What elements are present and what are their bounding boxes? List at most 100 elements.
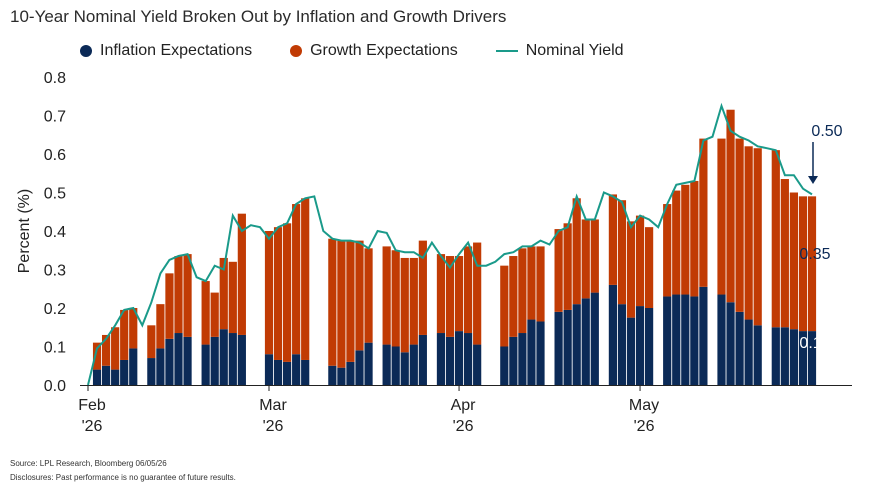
- legend-label-growth: Growth Expectations: [310, 42, 458, 59]
- legend-item-nominal: Nominal Yield: [495, 42, 624, 60]
- bar-inflation: [635, 306, 645, 385]
- bar-inflation: [509, 336, 518, 385]
- bar-inflation: [645, 308, 654, 385]
- bar-growth: [509, 256, 518, 337]
- bar-inflation: [617, 304, 627, 385]
- bar-inflation: [165, 338, 174, 385]
- bar-growth: [228, 261, 237, 334]
- bar-growth: [753, 148, 762, 326]
- y-tick-label: 0.3: [44, 263, 66, 280]
- bar-inflation: [672, 294, 681, 385]
- bar-growth: [445, 256, 455, 337]
- bar-inflation: [500, 346, 509, 385]
- bar-inflation: [102, 365, 111, 385]
- bar-growth: [771, 150, 780, 328]
- x-tick-label: Mar: [259, 397, 287, 414]
- bar-growth: [690, 180, 699, 297]
- chart-legend: Inflation Expectations Growth Expectatio…: [80, 42, 662, 60]
- bar-growth: [210, 292, 219, 337]
- legend-label-inflation: Inflation Expectations: [100, 42, 253, 59]
- source-note: Source: LPL Research, Bloomberg 06/05/26: [10, 459, 167, 468]
- bar-inflation: [717, 294, 726, 385]
- bar-inflation: [445, 336, 455, 385]
- legend-label-nominal: Nominal Yield: [525, 42, 624, 59]
- y-axis-label: Percent (%): [16, 189, 33, 273]
- bar-inflation: [581, 298, 590, 385]
- x-tick-label: Apr: [451, 397, 477, 414]
- bar-growth: [744, 146, 753, 320]
- bar-inflation: [355, 350, 364, 385]
- bar-growth: [92, 342, 102, 370]
- bar-growth: [111, 327, 120, 370]
- x-tick-label: '26: [453, 418, 474, 435]
- bar-inflation: [382, 344, 391, 385]
- bar-inflation: [292, 354, 301, 385]
- bar-growth: [572, 198, 581, 305]
- bar-inflation: [780, 327, 789, 385]
- bar-growth: [355, 240, 364, 351]
- bar-inflation: [590, 292, 599, 385]
- bar-growth: [436, 254, 446, 334]
- bar-growth: [400, 257, 409, 353]
- bar-inflation: [409, 344, 418, 385]
- bar-growth: [165, 273, 174, 339]
- legend-swatch-inflation: [80, 45, 92, 57]
- bar-inflation: [337, 367, 346, 385]
- bar-growth: [789, 192, 798, 330]
- bar-inflation: [147, 358, 156, 385]
- bar-inflation: [111, 369, 120, 385]
- bar-growth: [237, 213, 246, 335]
- bar-growth: [807, 196, 817, 332]
- bar-growth: [563, 223, 572, 310]
- bar-growth: [219, 257, 228, 330]
- bar-growth: [156, 304, 165, 349]
- bar-inflation: [454, 331, 464, 385]
- bar-inflation: [364, 342, 373, 385]
- bar-inflation: [301, 359, 310, 385]
- y-tick-label: 0.7: [44, 109, 66, 126]
- legend-swatch-nominal: [495, 50, 518, 52]
- y-tick-label: 0.4: [44, 224, 66, 241]
- bar-inflation: [518, 333, 527, 385]
- bar-growth: [129, 308, 138, 349]
- x-tick-label: May: [629, 397, 659, 414]
- bar-growth: [120, 309, 129, 360]
- bar-inflation: [771, 327, 780, 385]
- legend-item-growth: Growth Expectations: [290, 42, 458, 60]
- bar-growth: [518, 248, 527, 334]
- x-tick-label: '26: [263, 418, 284, 435]
- bar-inflation: [608, 284, 617, 385]
- bar-inflation: [283, 361, 292, 385]
- bar-growth: [418, 240, 427, 335]
- bar-growth: [608, 194, 617, 285]
- bar-inflation: [807, 331, 817, 385]
- bar-inflation: [626, 317, 636, 385]
- bar-growth: [500, 265, 509, 347]
- bar-inflation: [789, 329, 798, 385]
- bar-inflation: [699, 286, 708, 385]
- annotation-nominal: 0.50: [811, 123, 842, 140]
- bar-inflation: [92, 369, 102, 385]
- bar-growth: [174, 256, 183, 334]
- bar-inflation: [726, 302, 735, 385]
- bar-inflation: [681, 294, 690, 385]
- bar-inflation: [663, 296, 672, 385]
- bar-inflation: [237, 334, 246, 385]
- y-tick-label: 0.1: [44, 340, 66, 357]
- bar-growth: [364, 248, 373, 343]
- y-tick-label: 0.2: [44, 301, 66, 318]
- bar-inflation: [174, 333, 183, 385]
- annotation-inflation: 0.14: [799, 335, 830, 352]
- bar-inflation: [464, 333, 473, 385]
- annotation-growth: 0.35: [799, 246, 830, 263]
- y-tick-label: 0.5: [44, 186, 66, 203]
- bar-inflation: [798, 331, 808, 385]
- bar-growth: [536, 246, 545, 322]
- bar-inflation: [563, 309, 572, 385]
- bar-growth: [409, 257, 418, 345]
- bar-growth: [382, 246, 391, 345]
- bar-growth: [726, 109, 735, 303]
- bar-inflation: [690, 296, 699, 385]
- bar-growth: [663, 204, 672, 297]
